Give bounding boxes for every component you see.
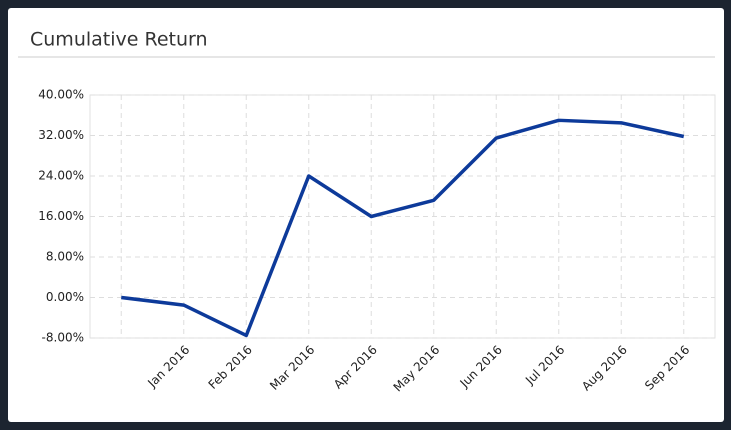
y-tick-label: 8.00%: [46, 250, 84, 264]
y-tick-label: 24.00%: [38, 169, 84, 183]
y-tick-label: -8.00%: [42, 331, 84, 345]
line: [121, 118, 685, 338]
y-tick-label: 32.00%: [38, 128, 84, 142]
y-tick-label: 0.00%: [46, 290, 84, 304]
y-tick-label: 40.00%: [38, 88, 84, 102]
y-tick-label: 16.00%: [38, 209, 84, 223]
chart-title: Cumulative Return: [30, 29, 208, 51]
